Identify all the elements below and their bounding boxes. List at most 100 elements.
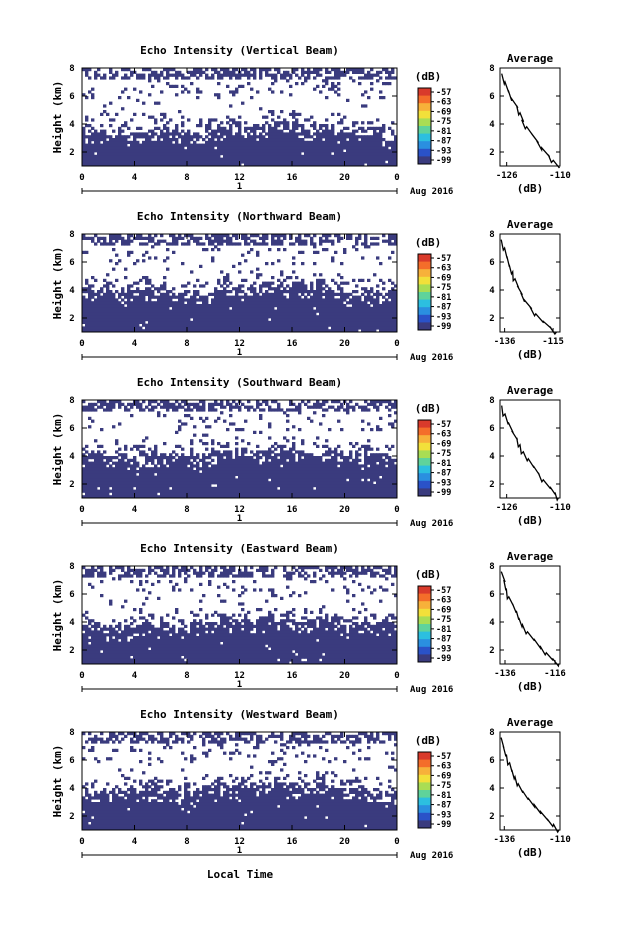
heatmap-cell [97,318,101,322]
heatmap-cell [118,405,122,409]
heatmap-cell [205,484,209,488]
heatmap-cell [265,315,269,319]
heatmap-cell [211,492,215,496]
heatmap-cell [139,306,143,310]
heatmap-cell [364,236,368,240]
heatmap-cell [394,304,398,308]
heatmap-cell [88,453,92,457]
heatmap-cell [265,301,269,305]
heatmap-cell [184,304,188,308]
heatmap-cell [250,329,254,333]
heatmap-cell [211,453,215,457]
heatmap-cell [97,290,101,294]
heatmap-cell [208,312,212,316]
heatmap-cell [253,234,257,238]
heatmap-cell [85,312,89,316]
heatmap-cell [154,121,158,125]
heatmap-cell [160,315,164,319]
heatmap-cell [133,475,137,479]
heatmap-cell [139,132,143,136]
heatmap-cell [310,124,314,128]
heatmap-cell [373,157,377,161]
heatmap-cell [178,318,182,322]
heatmap-cell [136,489,140,493]
heatmap-cell [316,326,320,330]
heatmap-cell [121,242,125,246]
heatmap-cell [232,121,236,125]
heatmap-cell [232,149,236,153]
heatmap-cell [259,467,263,471]
heatmap-cell [88,405,92,409]
heatmap-cell [196,160,200,164]
colorbar-tick-label: -57 [436,88,451,98]
heatmap-cell [256,234,260,238]
heatmap-cell [331,323,335,327]
heatmap-cell [193,143,197,147]
heatmap-cell [235,481,239,485]
heatmap-cell [193,464,197,468]
heatmap-cell [142,495,146,499]
heatmap-cell [169,290,173,294]
heatmap-cell [379,160,383,164]
heatmap-cell [169,478,173,482]
heatmap-cell [382,301,386,305]
heatmap-cell [376,326,380,330]
heatmap-cell [301,278,305,282]
heatmap-cell [301,315,305,319]
heatmap-cell [202,304,206,308]
heatmap-cell [103,301,107,305]
heatmap-cell [388,239,392,243]
heatmap-cell [220,149,224,153]
heatmap-cell [388,76,392,80]
heatmap-cell [268,475,272,479]
heatmap-cell [127,472,131,476]
heatmap-cell [256,295,260,299]
heatmap-cell [388,318,392,322]
heatmap-cell [154,486,158,490]
heatmap-cell [322,304,326,308]
heatmap-cell [127,481,131,485]
heatmap-cell [241,447,245,451]
heatmap-cell [367,323,371,327]
colorbar-band [418,276,431,285]
heatmap-cell [262,312,266,316]
heatmap-cell [133,315,137,319]
heatmap-cell [367,295,371,299]
heatmap-cell [211,301,215,305]
heatmap-cell [376,73,380,77]
heatmap-cell [376,143,380,147]
heatmap-cell [241,315,245,319]
heatmap-cell [160,456,164,460]
heatmap-cell [226,290,230,294]
heatmap-cell [292,110,296,114]
heatmap-cell [274,329,278,333]
heatmap-cell [103,318,107,322]
heatmap-cell [226,329,230,333]
heatmap-cell [100,160,104,164]
heatmap-cell [208,326,212,330]
heatmap-cell [109,458,113,462]
heatmap-cell [280,329,284,333]
heatmap-cell [295,306,299,310]
heatmap-cell [133,461,137,465]
heatmap-cell [142,292,146,296]
heatmap-cell [292,295,296,299]
heatmap-cell [391,320,395,324]
heatmap-cell [112,154,116,158]
heatmap-cell [274,309,278,313]
heatmap-cell [307,160,311,164]
heatmap-cell [88,475,92,479]
heatmap-cell [310,242,314,246]
heatmap-cell [394,149,398,153]
heatmap-cell [265,236,269,240]
heatmap-cell [166,402,170,406]
heatmap-cell [298,236,302,240]
heatmap-cell [283,154,287,158]
heatmap-cell [136,402,140,406]
heatmap-cell [193,433,197,437]
heatmap-cell [151,312,155,316]
heatmap-cell [256,140,260,144]
heatmap-cell [256,318,260,322]
heatmap-cell [280,129,284,133]
heatmap-cell [151,160,155,164]
